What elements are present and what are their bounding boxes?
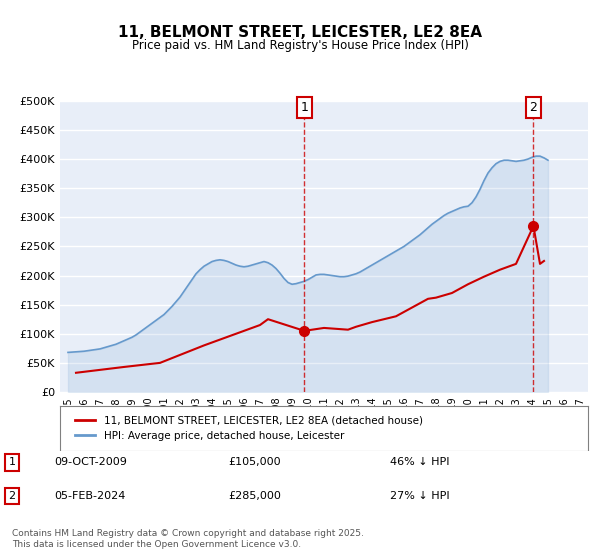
Text: £105,000: £105,000 [228, 458, 281, 468]
Text: 1: 1 [301, 101, 308, 114]
Text: Contains HM Land Registry data © Crown copyright and database right 2025.
This d: Contains HM Land Registry data © Crown c… [12, 529, 364, 549]
Text: 11, BELMONT STREET, LEICESTER, LE2 8EA: 11, BELMONT STREET, LEICESTER, LE2 8EA [118, 25, 482, 40]
Text: 1: 1 [8, 458, 16, 468]
Text: 05-FEB-2024: 05-FEB-2024 [54, 491, 125, 501]
Legend: 11, BELMONT STREET, LEICESTER, LE2 8EA (detached house), HPI: Average price, det: 11, BELMONT STREET, LEICESTER, LE2 8EA (… [70, 412, 427, 445]
Text: Price paid vs. HM Land Registry's House Price Index (HPI): Price paid vs. HM Land Registry's House … [131, 39, 469, 52]
Text: 2: 2 [8, 491, 16, 501]
Text: 09-OCT-2009: 09-OCT-2009 [54, 458, 127, 468]
Text: 46% ↓ HPI: 46% ↓ HPI [390, 458, 449, 468]
Text: 2: 2 [530, 101, 538, 114]
Text: 27% ↓ HPI: 27% ↓ HPI [390, 491, 449, 501]
Text: £285,000: £285,000 [228, 491, 281, 501]
